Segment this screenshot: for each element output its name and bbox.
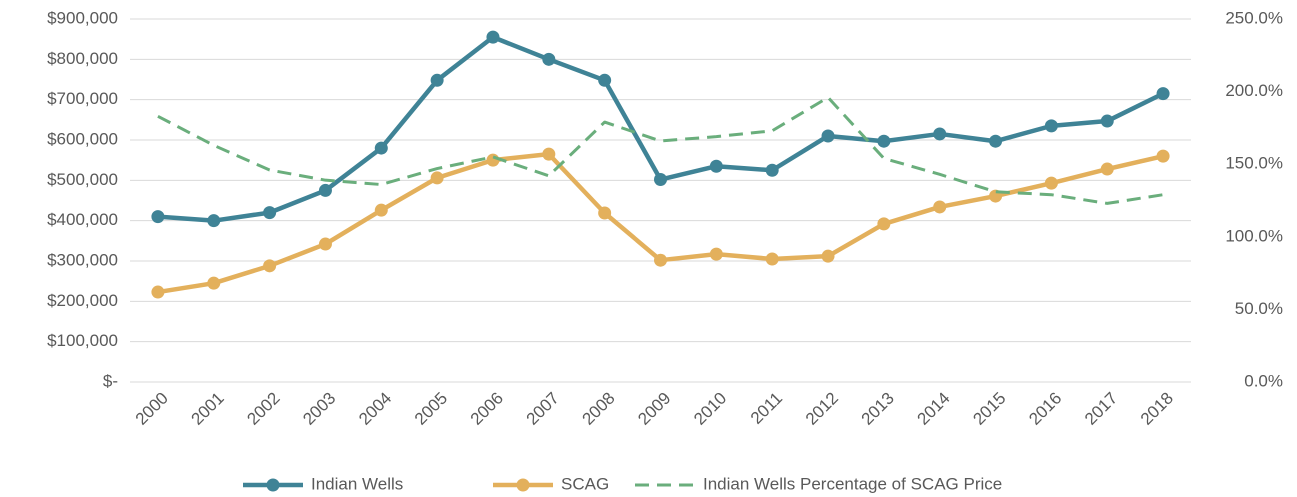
data-point xyxy=(374,141,388,155)
x-tick-label: 2004 xyxy=(355,389,395,429)
data-point xyxy=(486,153,500,167)
data-point xyxy=(877,217,891,231)
data-point xyxy=(765,252,779,266)
y-tick-label: $900,000 xyxy=(47,8,118,27)
y-tick-label: $600,000 xyxy=(47,129,118,148)
data-point xyxy=(989,134,1003,148)
x-tick-label: 2014 xyxy=(914,389,954,429)
data-point xyxy=(1156,149,1170,163)
y-tick-label: $700,000 xyxy=(47,89,118,108)
y-tick-label: $800,000 xyxy=(47,49,118,68)
x-tick-label: 2001 xyxy=(188,389,228,429)
data-point xyxy=(430,73,444,87)
y-tick-label: $400,000 xyxy=(47,210,118,229)
x-tick-label: 2017 xyxy=(1081,389,1121,429)
y-tick-label: $100,000 xyxy=(47,331,118,350)
x-tick-label: 2006 xyxy=(467,389,507,429)
data-point xyxy=(933,127,947,141)
y2-tick-label: 50.0% xyxy=(1235,299,1283,318)
data-point xyxy=(654,253,667,267)
y2-tick-label: 200.0% xyxy=(1225,81,1283,100)
data-point xyxy=(374,203,388,217)
y-tick-label: $300,000 xyxy=(47,250,118,269)
x-tick-label: 2018 xyxy=(1137,389,1177,429)
data-point xyxy=(1044,119,1058,133)
y2-tick-label: 0.0% xyxy=(1244,371,1283,390)
x-tick-label: 2007 xyxy=(523,389,563,429)
x-tick-label: 2002 xyxy=(243,389,283,429)
x-tick-label: 2016 xyxy=(1025,389,1065,429)
data-point xyxy=(430,171,444,185)
x-tick-label: 2010 xyxy=(690,389,730,429)
data-point xyxy=(207,214,221,228)
data-point xyxy=(1100,162,1114,176)
data-point xyxy=(542,52,556,66)
x-tick-label: 2015 xyxy=(969,389,1009,429)
legend-label: Indian Wells Percentage of SCAG Price xyxy=(703,474,1002,493)
data-point xyxy=(151,285,165,299)
data-point xyxy=(318,183,332,197)
legend-label: SCAG xyxy=(561,474,609,493)
data-point xyxy=(1100,114,1114,128)
y2-tick-label: 100.0% xyxy=(1225,226,1283,245)
series-line xyxy=(157,95,1164,205)
data-point xyxy=(709,159,723,173)
data-point xyxy=(263,259,277,273)
x-tick-label: 2003 xyxy=(299,389,339,429)
data-point xyxy=(1044,176,1058,190)
legend-marker xyxy=(266,478,280,492)
y-tick-label: $- xyxy=(103,371,118,390)
legend-label: Indian Wells xyxy=(311,474,403,493)
y-tick-label: $500,000 xyxy=(47,170,118,189)
x-tick-label: 2005 xyxy=(411,389,451,429)
x-tick-label: 2012 xyxy=(802,389,842,429)
data-point xyxy=(486,30,500,44)
legend-marker xyxy=(516,478,530,492)
x-tick-label: 2011 xyxy=(747,389,786,428)
data-point xyxy=(598,206,612,220)
y2-tick-label: 250.0% xyxy=(1225,8,1283,27)
data-point xyxy=(933,200,947,214)
y-tick-label: $200,000 xyxy=(47,291,118,310)
data-point xyxy=(709,247,723,261)
x-tick-label: 2009 xyxy=(634,389,674,429)
x-tick-label: 2000 xyxy=(132,389,172,429)
y2-tick-label: 150.0% xyxy=(1225,154,1283,173)
data-point xyxy=(821,129,835,143)
data-point xyxy=(151,210,165,224)
data-point xyxy=(542,147,556,161)
data-point xyxy=(765,163,779,177)
data-point xyxy=(318,237,332,251)
data-point xyxy=(598,73,612,87)
x-tick-label: 2008 xyxy=(578,389,618,429)
data-point xyxy=(821,249,835,263)
data-point xyxy=(207,276,221,290)
x-tick-label: 2013 xyxy=(858,389,898,429)
data-point xyxy=(877,134,891,148)
data-point xyxy=(1156,87,1170,101)
data-point xyxy=(654,173,667,187)
data-point xyxy=(263,206,277,220)
